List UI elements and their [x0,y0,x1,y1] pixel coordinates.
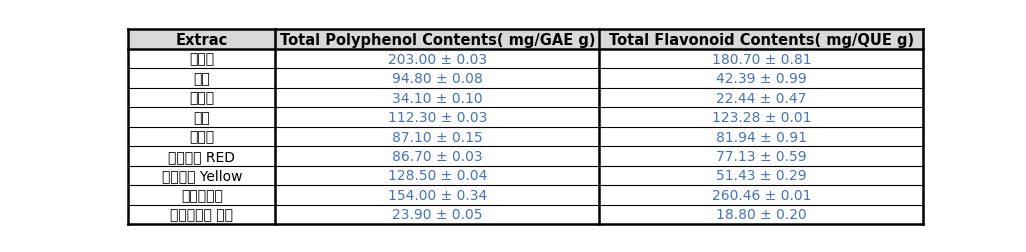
Text: Total Flavonoid Contents( mg/QUE g): Total Flavonoid Contents( mg/QUE g) [608,33,914,47]
Text: 260.46 ± 0.01: 260.46 ± 0.01 [712,188,812,202]
Text: Total Polyphenol Contents( mg/GAE g): Total Polyphenol Contents( mg/GAE g) [280,33,595,47]
Text: 77.13 ± 0.59: 77.13 ± 0.59 [716,149,806,163]
Text: 112.30 ± 0.03: 112.30 ± 0.03 [388,111,487,124]
Text: 체리세이지 정유: 체리세이지 정유 [170,208,233,222]
Text: 81.94 ± 0.91: 81.94 ± 0.91 [716,130,806,144]
Text: 180.70 ± 0.81: 180.70 ± 0.81 [712,52,812,66]
Text: 51.43 ± 0.29: 51.43 ± 0.29 [716,169,806,183]
Text: 154.00 ± 0.34: 154.00 ± 0.34 [388,188,487,202]
Text: 128.50 ± 0.04: 128.50 ± 0.04 [388,169,487,183]
Text: 94.80 ± 0.08: 94.80 ± 0.08 [392,72,483,86]
Text: 22.44 ± 0.47: 22.44 ± 0.47 [716,91,806,105]
Text: Extrac: Extrac [175,33,228,47]
Text: 123.28 ± 0.01: 123.28 ± 0.01 [712,111,812,124]
Text: 87.10 ± 0.15: 87.10 ± 0.15 [392,130,483,144]
Text: 작약: 작약 [194,72,210,86]
Text: 86.70 ± 0.03: 86.70 ± 0.03 [392,149,482,163]
Text: 체리세이지: 체리세이지 [181,188,223,202]
Bar [128,30,923,50]
Text: 토복령: 토복령 [189,52,214,66]
Text: 34.10 ± 0.10: 34.10 ± 0.10 [392,91,482,105]
Text: 메리골드 Yellow: 메리골드 Yellow [161,169,242,183]
Text: 42.39 ± 0.99: 42.39 ± 0.99 [716,72,806,86]
Text: 자전자: 자전자 [189,130,214,144]
Text: 메리골드 RED: 메리골드 RED [168,149,235,163]
Text: 18.80 ± 0.20: 18.80 ± 0.20 [716,208,806,222]
Text: 23.90 ± 0.05: 23.90 ± 0.05 [392,208,482,222]
Text: 연자육: 연자육 [189,91,214,105]
Text: 203.00 ± 0.03: 203.00 ± 0.03 [388,52,487,66]
Text: 인동: 인동 [194,111,210,124]
